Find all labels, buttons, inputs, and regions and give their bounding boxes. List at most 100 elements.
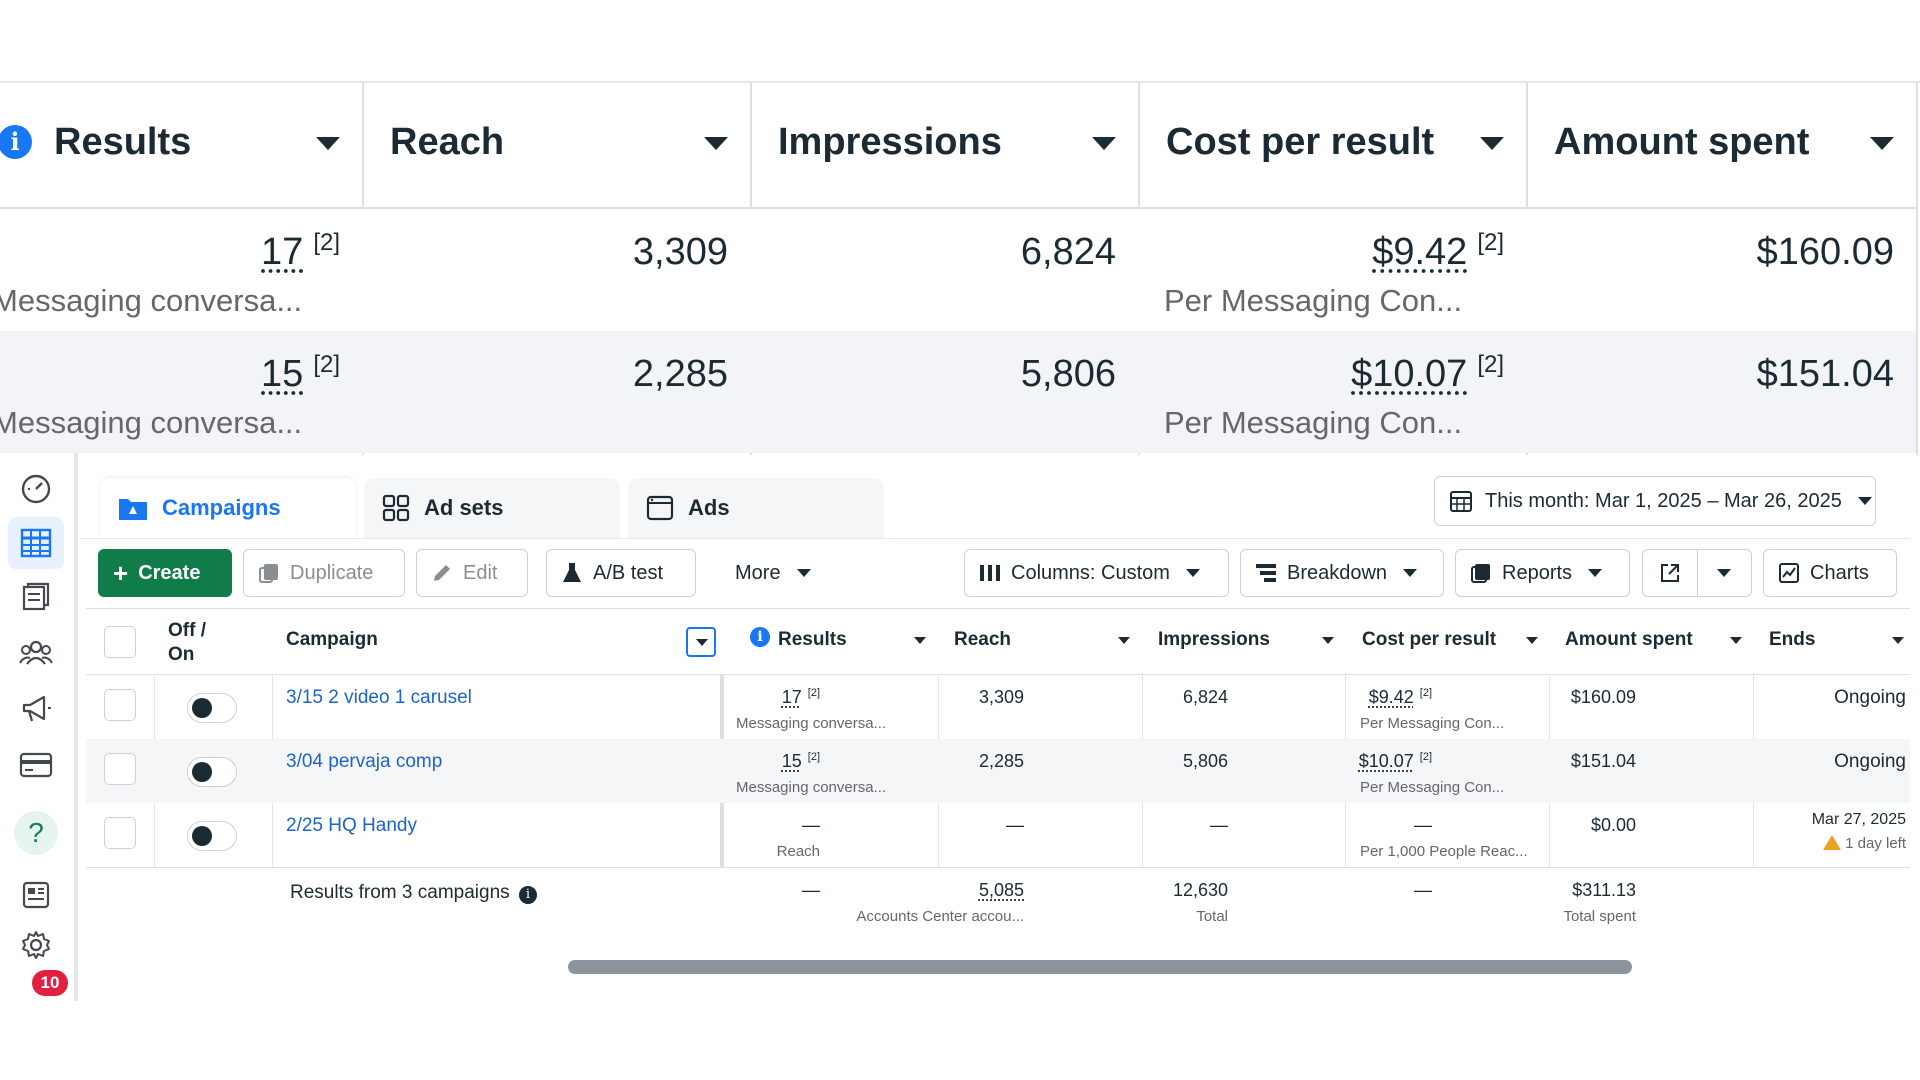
row-checkbox[interactable] [104,753,136,785]
nav-news-feed[interactable] [8,869,64,921]
zoom-header-reach[interactable]: Reach [362,83,750,209]
caret-down-icon[interactable] [1892,637,1904,644]
tab-ads[interactable]: Ads [628,478,884,538]
zoom-row: $160.09 [1526,209,1916,331]
campaign-toggle[interactable] [187,821,237,851]
campaign-toggle[interactable] [187,693,237,723]
date-range-picker[interactable]: This month: Mar 1, 2025 – Mar 26, 2025 [1434,476,1876,526]
zoom-impressions-value: 6,824 [1020,231,1116,273]
caret-down-icon [704,137,728,150]
caret-down-icon[interactable] [1322,637,1334,644]
zoom-row: 15 [2] Messaging conversa... [0,331,362,453]
export-icon[interactable] [1643,550,1698,596]
header-cost-per-result[interactable]: Cost per result [1362,629,1497,650]
columns-button[interactable]: Columns: Custom [964,549,1229,597]
tab-campaigns[interactable]: Campaigns [100,478,356,538]
info-icon[interactable]: i [750,627,770,647]
zoom-column-results: i Results 17 [2] Messaging conversa... 15… [0,83,364,455]
header-impressions[interactable]: Impressions [1158,629,1270,650]
info-icon[interactable]: i [0,125,32,159]
caret-down-icon [1480,137,1504,150]
zoom-header-label: Reach [390,121,505,163]
chevron-down-icon[interactable] [1698,569,1752,577]
campaigns-table-icon [20,528,52,558]
ends-remaining: 1 day left [1823,835,1906,852]
edit-button[interactable]: Edit [416,549,528,597]
tab-ad-sets[interactable]: Ad sets [364,478,620,538]
more-button[interactable]: More [720,549,826,597]
zoom-column-impressions: Impressions 6,824 5,806 [750,83,1140,455]
create-button[interactable]: + Create [98,549,232,597]
table-row: 3/04 pervaja comp 15 [2] Messaging conver… [86,739,1910,803]
cost-value: — [1414,815,1432,835]
caret-down-icon[interactable] [1526,637,1538,644]
caret-down-icon[interactable] [914,637,926,644]
zoom-column-amount-spent: Amount spent $160.09 $151.04 [1526,83,1918,455]
tab-label: Ad sets [424,495,504,520]
caret-down-icon[interactable] [1118,637,1130,644]
zoom-spent-value: $151.04 [1756,353,1894,395]
nav-ads-manager[interactable] [8,683,64,735]
header-amount-spent[interactable]: Amount spent [1565,629,1693,650]
breakdown-button[interactable]: Breakdown [1240,549,1444,597]
select-all-checkbox[interactable] [104,626,136,658]
row-checkbox[interactable] [104,689,136,721]
zoom-row: 5,806 [750,331,1138,453]
total-spent-subtext: Total spent [1563,908,1636,925]
nav-settings[interactable] [8,919,64,971]
header-results[interactable]: Results [778,629,847,650]
zoom-cost-subtext: Per Messaging Con... [1164,405,1463,440]
chevron-down-icon [796,569,811,577]
notification-badge[interactable]: 10 [32,970,68,996]
campaign-name-link[interactable]: 3/04 pervaja comp [286,751,443,772]
duplicate-button[interactable]: Duplicate [243,549,405,597]
results-subtext: Messaging conversa... [736,715,887,732]
header-reach[interactable]: Reach [954,629,1012,650]
nav-billing[interactable] [8,739,64,791]
cost-value: $10.07 [2] [1358,751,1432,771]
zoom-header-results[interactable]: i Results [0,83,362,209]
table-row: 2/25 HQ Handy — Reach — — — Per 1,000 Pe… [86,803,1910,867]
zoom-column-reach: Reach 3,309 2,285 [362,83,752,455]
tab-label: Ads [688,495,730,520]
duplicate-icon [258,562,280,584]
header-column-menu-button[interactable] [686,627,716,657]
plus-icon: + [113,558,129,588]
header-campaign[interactable]: Campaign [286,629,378,650]
breakdown-icon [1255,563,1277,583]
campaign-toggle[interactable] [187,757,237,787]
impressions-value: 5,806 [1182,751,1228,771]
campaign-name-link[interactable]: 2/25 HQ Handy [286,815,417,836]
campaigns-panel: Campaigns Ad sets Ads This month: Mar 1,… [80,453,1920,1001]
charts-button[interactable]: Charts [1763,549,1897,597]
zoom-row: $151.04 [1526,331,1916,453]
export-split-button [1642,549,1752,597]
zoom-header-impressions[interactable]: Impressions [750,83,1138,209]
header-ends[interactable]: Ends [1769,629,1816,650]
zoom-results-value: 15 [2] [261,351,340,395]
info-icon[interactable]: i [518,886,537,904]
zoom-header-cost-per-result[interactable]: Cost per result [1138,83,1526,209]
zoom-results-value: 17 [2] [261,229,340,273]
zoom-row: 3,309 [362,209,750,331]
nav-campaigns[interactable] [8,517,64,569]
table-row: 3/15 2 video 1 carusel 17 [2] Messaging c… [86,675,1910,739]
left-navigation: ? 10 [0,453,78,1001]
nav-help[interactable]: ? [8,807,64,859]
reports-button[interactable]: Reports [1455,549,1630,597]
dashboard-gauge-icon [21,474,51,504]
nav-audiences[interactable] [8,627,64,679]
nav-dashboard[interactable] [8,463,64,515]
cost-subtext: Per 1,000 People Reac... [1360,843,1528,860]
spent-value: $160.09 [1570,687,1636,707]
impressions-value: — [1210,815,1228,835]
row-checkbox[interactable] [104,817,136,849]
caret-down-icon[interactable] [1730,637,1742,644]
ab-test-button[interactable]: A/B test [546,549,696,597]
horizontal-scrollbar[interactable] [568,960,1632,974]
campaign-name-link[interactable]: 3/15 2 video 1 carusel [286,687,472,708]
zoom-header-label: Results [54,121,192,163]
chevron-down-icon [1857,497,1872,505]
nav-pages[interactable] [8,571,64,623]
zoom-header-amount-spent[interactable]: Amount spent [1526,83,1916,209]
